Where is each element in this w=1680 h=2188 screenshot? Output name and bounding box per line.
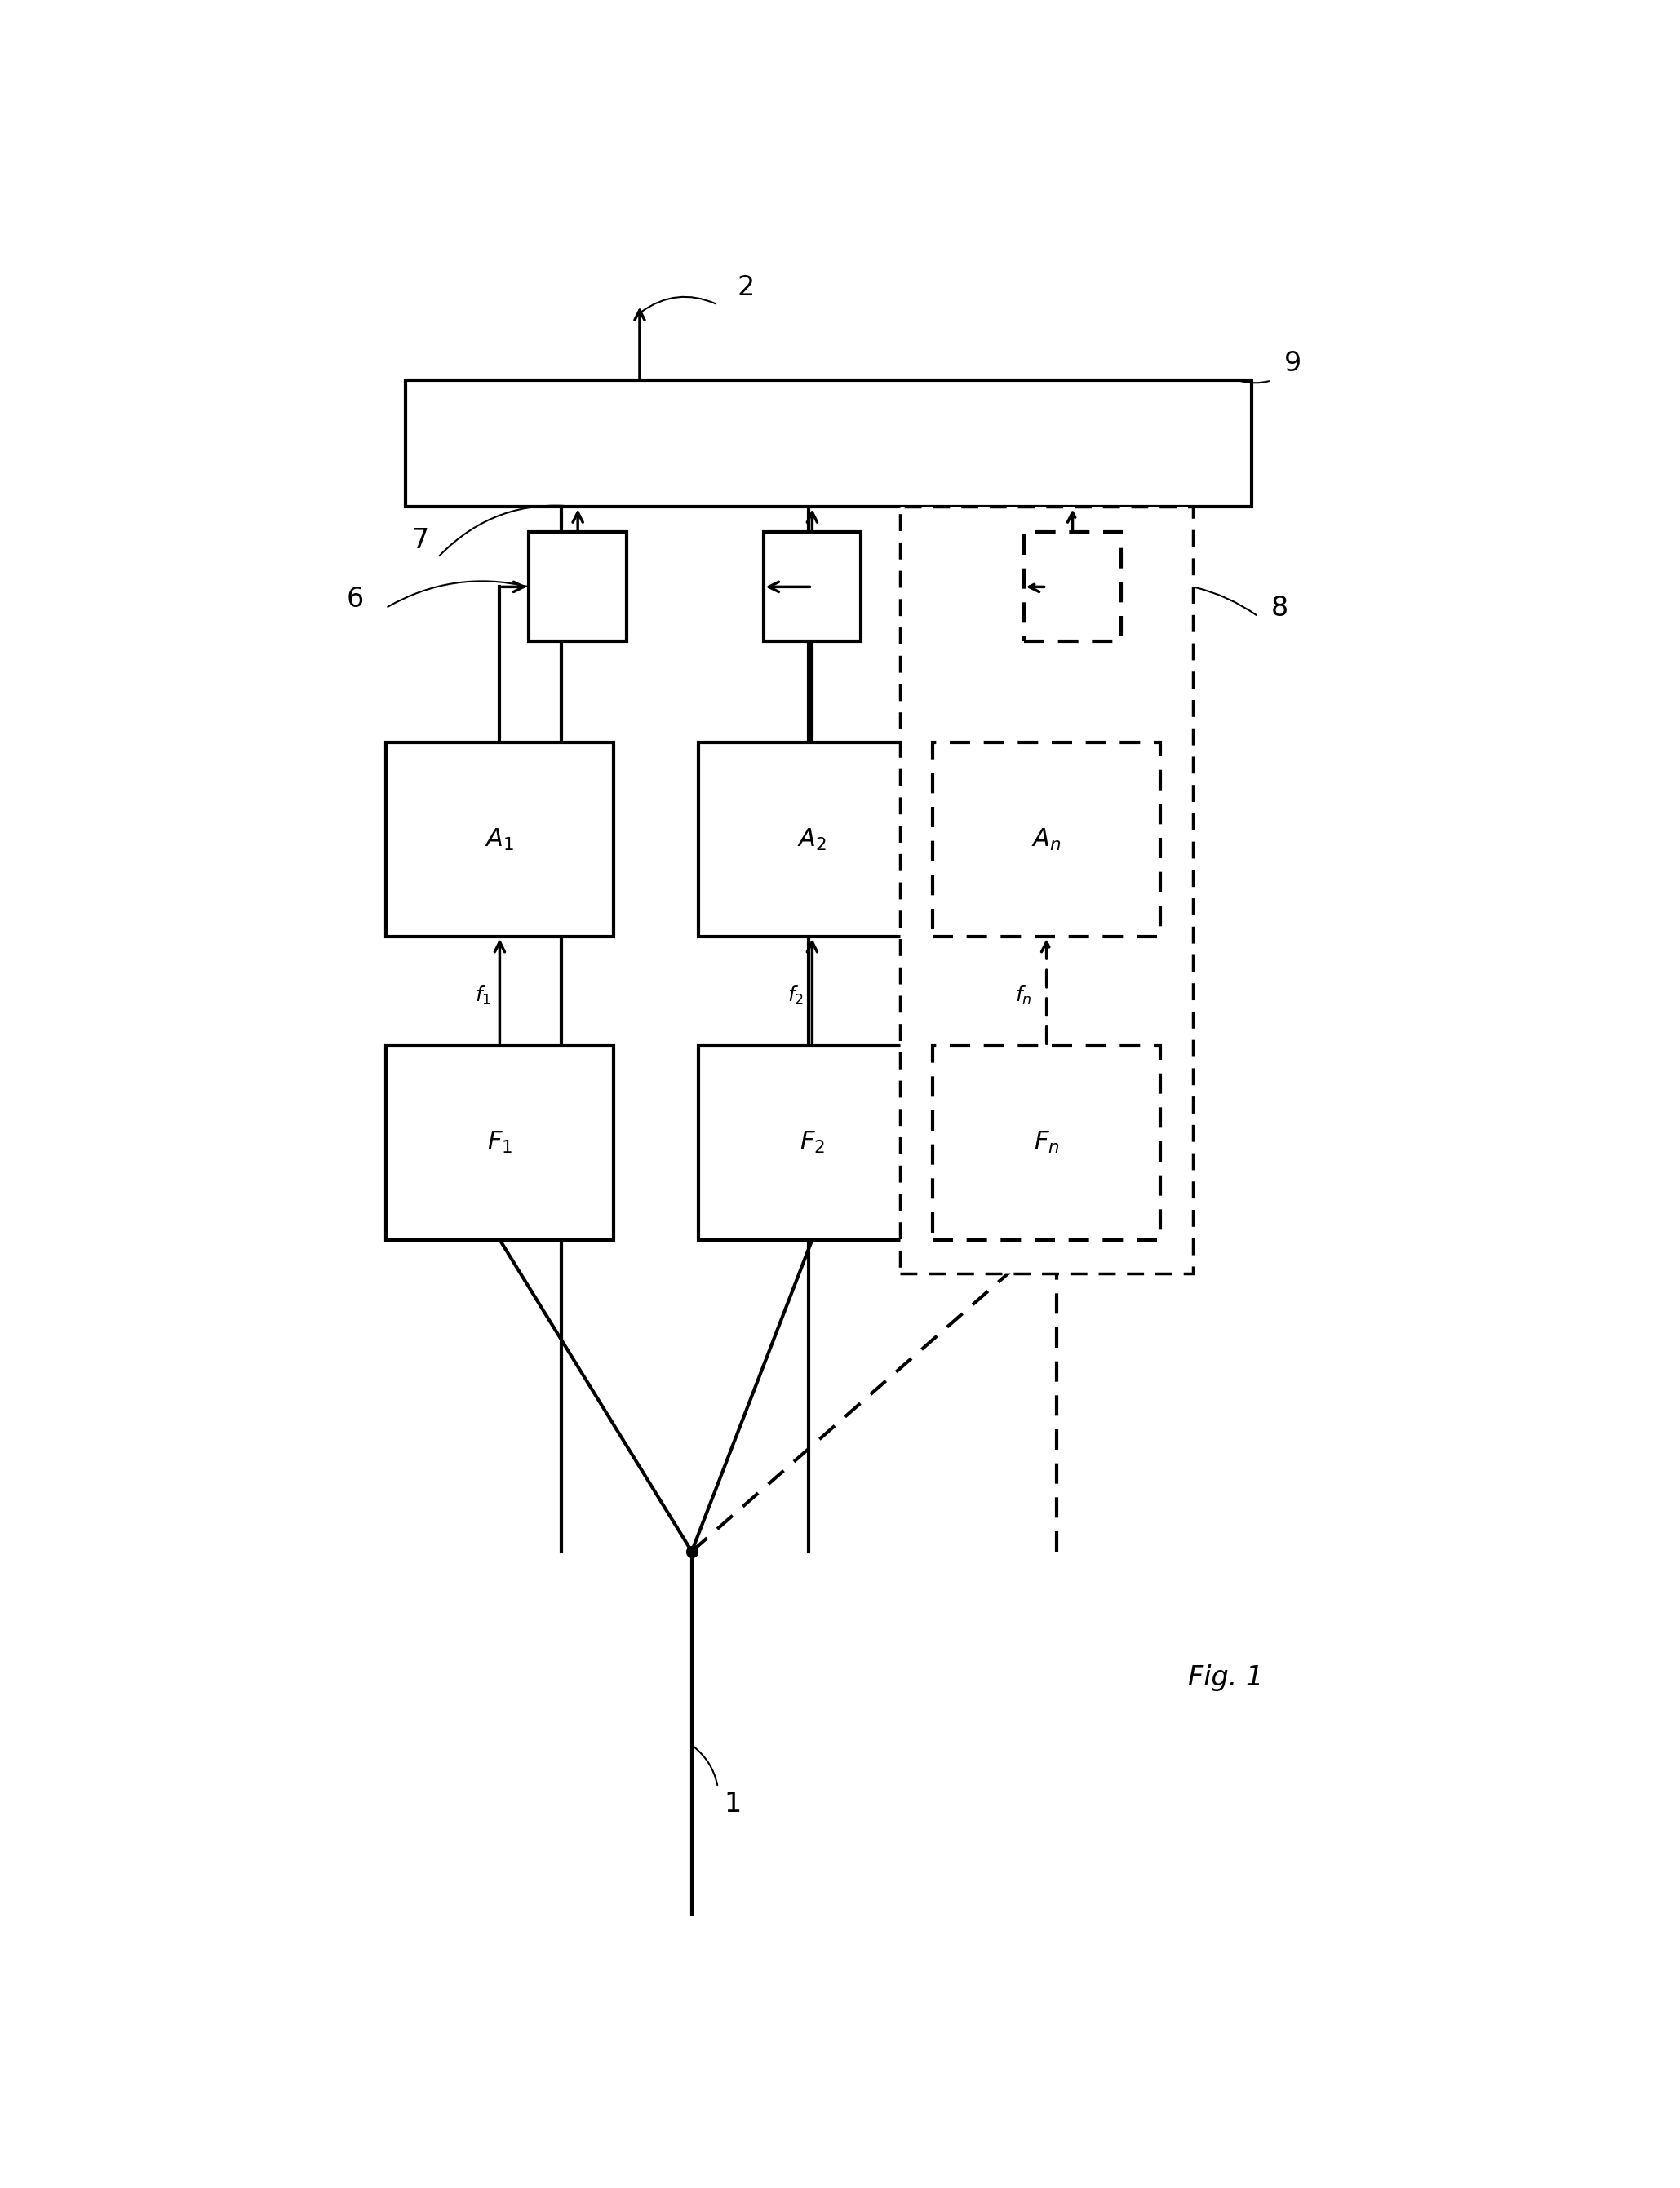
Text: $F_2$: $F_2$ [800,1131,825,1155]
Text: 9: 9 [1284,350,1302,376]
Text: 1: 1 [724,1790,741,1818]
Bar [386,1046,613,1241]
Text: $f_1$: $f_1$ [475,985,492,1006]
Text: $f_n$: $f_n$ [1015,985,1032,1006]
Bar [932,742,1161,936]
Bar [900,508,1193,1273]
Text: 2: 2 [738,274,754,302]
Bar [405,381,1252,508]
Bar [386,742,613,936]
Text: $F_n$: $F_n$ [1033,1131,1060,1155]
Text: $A_2$: $A_2$ [798,827,827,853]
Bar [1023,532,1122,641]
Bar [763,532,860,641]
Text: 7: 7 [412,527,428,554]
Bar [529,532,627,641]
Text: Fig. 1: Fig. 1 [1188,1665,1263,1691]
Bar [699,742,926,936]
Text: 6: 6 [346,586,365,613]
Text: $f_2$: $f_2$ [788,985,805,1006]
Text: $A_n$: $A_n$ [1032,827,1062,853]
Text: 8: 8 [1272,595,1289,621]
Bar [932,1046,1161,1241]
Text: $F_1$: $F_1$ [487,1131,512,1155]
Text: $A_1$: $A_1$ [486,827,514,853]
Bar [699,1046,926,1241]
